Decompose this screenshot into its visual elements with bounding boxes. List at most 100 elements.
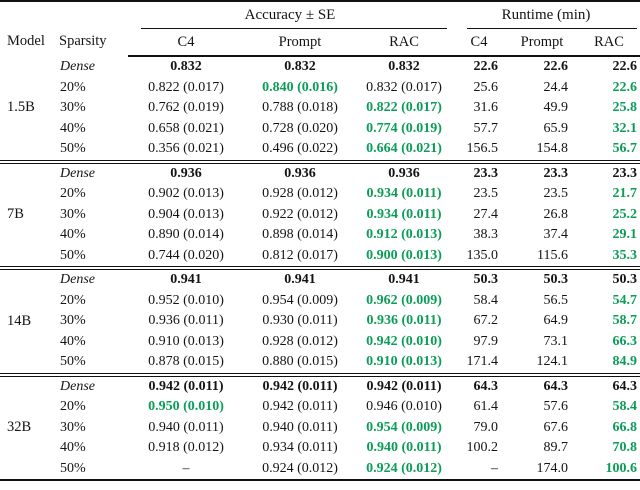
runtime-cell: 50.3 [473, 272, 499, 288]
accuracy-cell: 0.812 (0.017) [262, 247, 338, 263]
sparsity-cell: 40% [60, 227, 86, 243]
runtime-cell: 23.3 [473, 165, 499, 181]
table-row: 50% 0.356 (0.021) 0.496 (0.022) 0.664 (0.02… [0, 139, 640, 162]
accuracy-cell: 0.832 [284, 59, 316, 75]
runtime-cell: 57.6 [543, 399, 569, 415]
accuracy-cell: 0.664 (0.021) [366, 141, 442, 157]
runtime-cell: 22.6 [612, 79, 638, 95]
sparsity-cell: Dense [60, 378, 95, 394]
accuracy-cell: 0.942 (0.010) [366, 333, 442, 349]
runtime-cell: 22.6 [612, 59, 638, 75]
runtime-cell: 25.8 [612, 100, 638, 116]
accuracy-cell: 0.942 (0.011) [366, 378, 442, 394]
runtime-cell: 65.9 [543, 120, 569, 136]
runtime-cell: 115.6 [537, 247, 568, 263]
runtime-cell: 58.4 [612, 399, 638, 415]
sparsity-cell: 50% [60, 141, 86, 157]
col-header-sparsity: Sparsity [59, 33, 107, 49]
runtime-cell: 97.9 [473, 333, 499, 349]
model-group-32B: 32B Dense 0.942 (0.011) 0.942 (0.011) 0.942 … [0, 374, 640, 481]
model-group-1.5B: 1.5B Dense 0.832 0.832 0.832 22.6 22.6 22.6 20% 0… [0, 56, 640, 162]
runtime-cell: 79.0 [473, 419, 499, 435]
sparsity-cell: Dense [60, 58, 95, 74]
accuracy-cell: 0.922 (0.012) [262, 206, 338, 222]
accuracy-cell: 0.930 (0.011) [262, 313, 338, 329]
runtime-cell: 24.4 [543, 79, 569, 95]
accuracy-cell: 0.942 (0.011) [262, 378, 338, 394]
runtime-cell: 100.6 [605, 460, 638, 476]
accuracy-cell: 0.936 [284, 165, 316, 181]
runtime-cell: 89.7 [543, 440, 569, 456]
runtime-cmidrule [467, 28, 638, 29]
table-row: 20% 0.822 (0.017) 0.840 (0.016) 0.832 (0.01… [0, 78, 640, 99]
sparsity-cell: 50% [60, 247, 86, 263]
accuracy-cell: 0.954 (0.009) [262, 292, 338, 308]
accuracy-cell: 0.941 [170, 272, 202, 288]
accuracy-cell: 0.878 (0.015) [148, 354, 224, 370]
table-row: 20% 0.950 (0.010) 0.942 (0.011) 0.946 (0.01… [0, 397, 640, 418]
runtime-cell: 100.2 [466, 440, 499, 456]
accuracy-cell: 0.940 (0.011) [148, 419, 224, 435]
runtime-cell: 22.6 [543, 59, 569, 75]
runtime-cell: 58.7 [612, 313, 638, 329]
table-row: 50% 0.878 (0.015) 0.880 (0.015) 0.910 (0.01… [0, 352, 640, 375]
header-row-groups: Model Sparsity Accuracy ± SE Runtime (mi… [0, 1, 640, 49]
runtime-cell: 67.6 [543, 419, 569, 435]
runtime-cell: 57.7 [473, 120, 499, 136]
table-row: 7B Dense 0.936 0.936 0.936 23.3 23.3 23.3 [0, 162, 640, 223]
accuracy-cell: 0.788 (0.018) [262, 100, 338, 116]
runtime-cell: 22.6 [473, 59, 499, 75]
runtime-cell: 64.3 [473, 378, 499, 394]
accuracy-cell: 0.950 (0.010) [148, 399, 224, 415]
accuracy-cell: 0.936 [170, 165, 202, 181]
runtime-cell: 49.9 [543, 100, 569, 116]
table-row: 40% 0.918 (0.012) 0.934 (0.011) 0.940 (0.01… [0, 438, 640, 459]
accuracy-cell: 0.962 (0.009) [366, 292, 442, 308]
sparsity-cell: Dense [60, 272, 95, 288]
runtime-cell: 25.6 [473, 79, 499, 95]
accuracy-cell: 0.904 (0.013) [148, 206, 224, 222]
accuracy-cell: 0.890 (0.014) [148, 227, 224, 243]
accuracy-cell: 0.928 (0.012) [262, 186, 338, 202]
runtime-cell: 135.0 [466, 247, 499, 263]
runtime-cell: 27.4 [473, 206, 499, 222]
accuracy-cell: 0.910 (0.013) [366, 354, 442, 370]
table-row: 50% 0.744 (0.020) 0.812 (0.017) 0.900 (0.01… [0, 246, 640, 269]
accuracy-cell: 0.936 (0.011) [148, 313, 224, 329]
sparsity-cell: 50% [60, 460, 86, 476]
accuracy-cell: 0.832 [170, 59, 202, 75]
accuracy-cell: 0.924 (0.012) [262, 460, 338, 476]
accuracy-cell: 0.832 [388, 59, 420, 75]
runtime-cell: 23.5 [543, 186, 569, 202]
accuracy-cell: 0.822 (0.017) [148, 79, 224, 95]
accuracy-cell: 0.934 (0.011) [262, 440, 338, 456]
header-row-subcolumns: C4 Prompt RAC C4 Prompt RAC [0, 29, 640, 57]
runtime-cell: 54.7 [612, 292, 638, 308]
accuracy-cell: 0.941 [284, 272, 316, 288]
table-row: 30% 0.940 (0.011) 0.940 (0.011) 0.954 (0.00… [0, 418, 640, 439]
runtime-cell: 64.3 [543, 378, 569, 394]
accuracy-cell: 0.900 (0.013) [366, 247, 442, 263]
runtime-cell: 50.3 [543, 272, 569, 288]
accuracy-cell: 0.910 (0.013) [148, 333, 224, 349]
runtime-cell: 73.1 [543, 333, 569, 349]
model-group-7B: 7B Dense 0.936 0.936 0.936 23.3 23.3 23.3 20% 0.9… [0, 161, 640, 269]
accuracy-cell: 0.356 (0.021) [148, 141, 224, 157]
col-header-acc-c4: C4 [128, 29, 244, 57]
runtime-cell: 156.5 [466, 141, 499, 157]
table-row: 30% 0.936 (0.011) 0.930 (0.011) 0.936 (0.01… [0, 311, 640, 332]
runtime-group-label: Runtime (min) [501, 7, 591, 23]
sparsity-cell: 40% [60, 440, 86, 456]
runtime-cell: 35.3 [612, 247, 638, 263]
accuracy-cell: 0.946 (0.010) [366, 399, 442, 415]
accuracy-cell: 0.936 (0.011) [366, 313, 442, 329]
sparsity-cell: 20% [60, 186, 86, 202]
accuracy-cell: 0.832 (0.017) [366, 79, 442, 95]
runtime-cell: 38.3 [473, 227, 499, 243]
accuracy-cell: 0.880 (0.015) [262, 354, 338, 370]
runtime-cell: 50.3 [612, 272, 638, 288]
accuracy-cell: 0.928 (0.012) [262, 333, 338, 349]
accuracy-cell: 0.941 [388, 272, 420, 288]
accuracy-cell: 0.954 (0.009) [366, 419, 442, 435]
sparsity-cell: 40% [60, 333, 86, 349]
